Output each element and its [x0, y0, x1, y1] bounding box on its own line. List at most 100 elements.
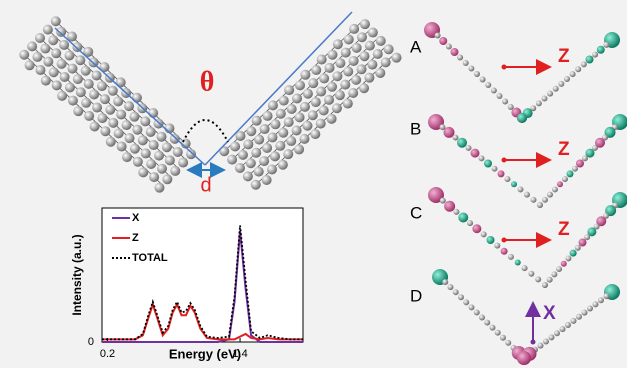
chain-atom [579, 239, 587, 247]
chain-atom [547, 91, 553, 97]
tube-atom [178, 158, 188, 168]
tube-atom [324, 95, 334, 105]
tube-atom [357, 64, 367, 74]
tube-atom [51, 48, 61, 58]
inset-chart: 0.21.40Energy (eV)Intensity (a.u.)XZTOTA… [70, 208, 303, 361]
tube-atom [246, 158, 256, 168]
tube-atom [25, 60, 35, 70]
tube-atom [300, 70, 310, 80]
tube-atom [251, 148, 261, 158]
chain-atom [565, 322, 571, 328]
x-axis-label: Energy (eV) [169, 346, 241, 361]
tube-atom [268, 100, 278, 110]
tube-atom [162, 174, 172, 184]
tube-atom [283, 149, 293, 159]
tube-atom [116, 109, 126, 119]
tube-atom [302, 121, 312, 131]
tube-atom [148, 108, 158, 118]
legend-label: Z [132, 232, 139, 244]
tube-bond [40, 38, 178, 168]
chain-atom [564, 76, 570, 82]
arrow-tail [502, 158, 507, 163]
chain-atom [511, 181, 517, 187]
chain-atom [593, 301, 599, 307]
tube-atom [292, 125, 302, 135]
tube-atom [129, 112, 139, 122]
tube-atom [108, 86, 118, 96]
tube-atom [51, 16, 61, 26]
chain-atom [570, 71, 576, 77]
chain-atom [467, 220, 473, 226]
y-axis-label: Intensity (a.u.) [70, 234, 84, 315]
chain-atom [592, 52, 598, 58]
tube-atom [325, 63, 335, 73]
tube-atom [114, 128, 124, 138]
chain-atom [453, 289, 459, 295]
chain-atom [435, 33, 441, 39]
chain-atom [560, 326, 566, 332]
chain-atom [531, 197, 537, 203]
tube-atom [373, 49, 383, 59]
chain-atom [576, 160, 584, 168]
chain-atom [554, 330, 560, 336]
chain-atom [466, 145, 472, 151]
tube-atom [246, 126, 256, 136]
tube-atom [238, 150, 248, 160]
chain-atom [487, 236, 495, 244]
chain-atom [603, 42, 609, 48]
tube-atom [368, 28, 378, 38]
chain-atom [457, 138, 467, 148]
tube-atom [235, 163, 245, 173]
chain-atom [484, 160, 492, 168]
chain-atom [469, 304, 475, 310]
chain-atom [484, 320, 490, 326]
tube-atom [67, 64, 77, 74]
tube-atom [35, 65, 45, 75]
tube-atom [106, 137, 116, 147]
tube-atom [327, 82, 337, 92]
chain-atom [524, 192, 530, 198]
tube-atom [292, 93, 302, 103]
tube-atom [311, 97, 321, 107]
tube-atom [138, 167, 148, 177]
chain-atom [537, 202, 543, 208]
chain-atom [562, 176, 568, 182]
tube-atom [359, 83, 369, 93]
chain-atom [457, 55, 463, 61]
tube-atom [349, 56, 359, 66]
tube-atom [97, 113, 107, 123]
tube-atom [40, 44, 50, 54]
chain-atom [481, 231, 487, 237]
axis-label: X [543, 303, 556, 324]
chain-atom [446, 44, 452, 50]
tube-atom [65, 83, 75, 93]
tube-atom [124, 101, 134, 111]
tube-atom [243, 171, 253, 181]
tube-atom [270, 119, 280, 129]
chain-atom [597, 46, 605, 54]
chain-atom [453, 209, 459, 215]
tube-atom [97, 81, 107, 91]
tube-atom [154, 151, 164, 161]
distance-label: d [200, 174, 211, 196]
chain-atom [549, 334, 555, 340]
tube-atom [270, 151, 280, 161]
tube-atom [122, 152, 132, 162]
tube-atom [130, 144, 140, 154]
tube-bond [48, 30, 186, 160]
figure: θ d AZBZCZDX 0.21.40Energy (eV)Intensity… [0, 0, 627, 368]
tube-atom [132, 125, 142, 135]
tube-atom [146, 127, 156, 137]
tube-atom [254, 135, 264, 145]
tube-atom [35, 33, 45, 43]
tube-atom [295, 112, 305, 122]
chain-atom [557, 181, 563, 187]
chain-atom [571, 318, 577, 324]
tube-atom [64, 50, 74, 60]
chain-atom [502, 99, 508, 105]
chain-atom [575, 245, 581, 251]
tube-atom [76, 87, 86, 97]
tube-atom [89, 89, 99, 99]
tube-atom [27, 41, 37, 51]
chain-atom [479, 155, 485, 161]
